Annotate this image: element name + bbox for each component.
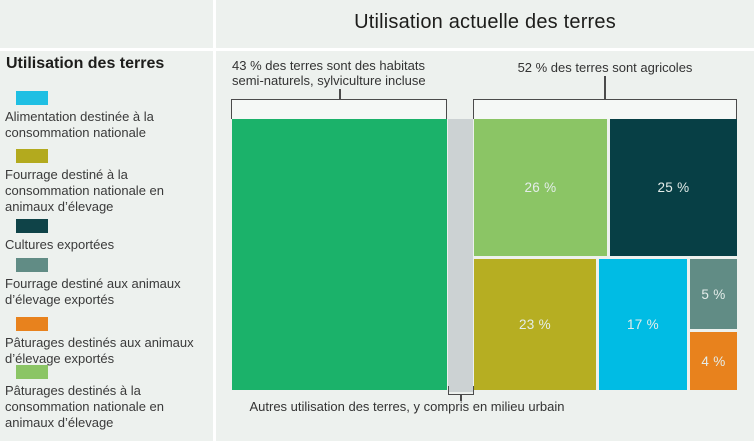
bracket-other-land bbox=[448, 386, 474, 395]
legend-item-label: Cultures exportées bbox=[5, 237, 115, 252]
legend-item-fodder-national: Fourrage destiné à la consommation natio… bbox=[5, 149, 210, 215]
cell-percent-label: 17 % bbox=[627, 317, 659, 332]
legend-item-pastures-national: Pâturages destinés à la consommation nat… bbox=[5, 365, 210, 431]
legend-item-food-national: Alimentation destinée à la consommation … bbox=[5, 91, 210, 141]
annotation-agricultural: 52 % des terres sont agricoles bbox=[517, 60, 693, 75]
treemap-cell-food-national-17pct: 17 % bbox=[599, 259, 687, 390]
cell-percent-label: 25 % bbox=[657, 180, 690, 195]
legend-item-exported-crops: Cultures exportées bbox=[5, 219, 210, 253]
treemap-cell-exported-crops-25pct: 25 % bbox=[610, 119, 737, 256]
bracket-tick-agricultural bbox=[604, 76, 606, 99]
legend-item-label: Pâturages destinés aux animaux d’élevage… bbox=[5, 335, 194, 366]
page-title: Utilisation actuelle des terres bbox=[354, 11, 616, 33]
legend-swatch-orange bbox=[16, 317, 48, 331]
legend-title: Utilisation des terres bbox=[6, 55, 165, 72]
legend-swatch-light-green bbox=[16, 365, 48, 379]
bracket-agricultural bbox=[473, 99, 737, 119]
treemap-cell-pastures-exported-4pct: 4 % bbox=[690, 332, 737, 390]
legend-item-label: Fourrage destiné à la consommation natio… bbox=[5, 167, 164, 214]
legend-swatch-cyan bbox=[16, 91, 48, 105]
annotation-semi-natural: 43 % des terres sont des habitats semi-n… bbox=[232, 58, 426, 88]
legend-item-label: Fourrage destiné aux animaux d’élevage e… bbox=[5, 276, 181, 307]
treemap-cell-pastures-national-26pct: 26 % bbox=[474, 119, 607, 256]
bracket-semi-natural bbox=[231, 99, 447, 119]
legend-item-pastures-exported: Pâturages destinés aux animaux d’élevage… bbox=[5, 317, 210, 367]
bracket-tick-semi-natural bbox=[339, 89, 341, 99]
cell-percent-label: 5 % bbox=[701, 286, 726, 302]
treemap-cell-other-land bbox=[448, 119, 473, 392]
legend-swatch-olive bbox=[16, 149, 48, 163]
legend-swatch-dark-teal bbox=[16, 219, 48, 233]
legend-swatch-gray-green bbox=[16, 258, 48, 272]
treemap-cell-semi-natural bbox=[232, 119, 447, 390]
cell-percent-label: 4 % bbox=[701, 353, 726, 369]
annotation-other-land: Autres utilisation des terres, y compris… bbox=[249, 399, 565, 414]
bracket-tick-other-land bbox=[460, 395, 462, 401]
cell-percent-label: 23 % bbox=[519, 317, 551, 332]
legend-item-fodder-exported: Fourrage destiné aux animaux d’élevage e… bbox=[5, 258, 210, 308]
legend-item-label: Alimentation destinée à la consommation … bbox=[5, 109, 154, 140]
horizontal-divider bbox=[0, 48, 754, 51]
vertical-divider bbox=[213, 0, 216, 441]
treemap-cell-fodder-national-23pct: 23 % bbox=[474, 259, 596, 390]
treemap-cell-fodder-exported-5pct: 5 % bbox=[690, 259, 737, 329]
cell-percent-label: 26 % bbox=[524, 180, 557, 195]
legend-item-label: Pâturages destinés à la consommation nat… bbox=[5, 383, 164, 430]
